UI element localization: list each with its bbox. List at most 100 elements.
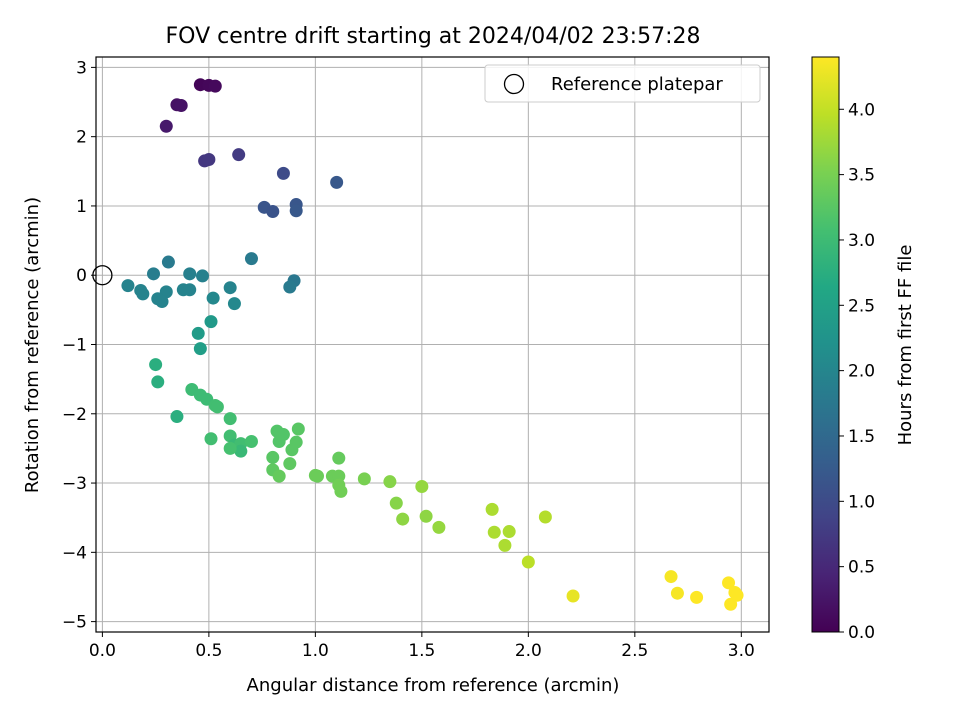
data-point: [232, 148, 246, 162]
points: [121, 78, 744, 611]
data-point: [121, 279, 135, 293]
data-point: [289, 204, 303, 218]
y-tick-label: −4: [62, 543, 87, 563]
legend: Reference platepar: [484, 64, 761, 103]
grid: [96, 57, 769, 632]
colorbar: 0.0 0.5 1.0 1.5 2.0 2.5 3.0 3.5 4.0 Hours from f…: [811, 56, 916, 643]
data-point: [383, 475, 397, 489]
y-tick-label: −5: [62, 613, 87, 633]
colorbar-gradient: [811, 56, 840, 633]
colorbar-tick-label: 3.5: [848, 166, 875, 186]
data-point: [521, 555, 535, 569]
data-point: [690, 590, 704, 604]
data-point: [396, 512, 410, 526]
data-point: [161, 255, 175, 269]
data-point: [332, 469, 346, 483]
y-axis-label: Rotation from reference (arcmin): [22, 197, 43, 493]
data-point: [722, 576, 736, 590]
x-axis: 0.0 0.5 1.0 1.5 2.0 2.5 3.0: [89, 632, 755, 661]
data-point: [155, 295, 169, 309]
data-point: [223, 441, 237, 455]
data-point: [208, 79, 222, 93]
data-point: [276, 166, 290, 180]
data-point: [419, 509, 433, 523]
x-tick-label: 0.5: [195, 641, 222, 661]
data-point: [272, 469, 286, 483]
colorbar-tick-label: 2.0: [848, 362, 875, 382]
data-point: [244, 434, 258, 448]
x-tick-label: 3.0: [728, 641, 755, 661]
data-point: [159, 119, 173, 133]
data-point: [285, 443, 299, 457]
data-point: [502, 525, 516, 539]
data-point: [283, 280, 297, 294]
colorbar-tick-label: 4.0: [848, 100, 875, 120]
x-tick-label: 2.0: [515, 641, 542, 661]
data-point: [566, 589, 580, 603]
colorbar-ticks: 0.0 0.5 1.0 1.5 2.0 2.5 3.0 3.5 4.0: [839, 100, 875, 643]
data-point: [204, 315, 218, 329]
data-point: [730, 588, 744, 602]
colorbar-tick-label: 1.5: [848, 427, 875, 447]
data-point: [183, 283, 197, 297]
data-point: [151, 375, 165, 389]
y-tick-label: −2: [62, 405, 87, 425]
data-point: [147, 267, 161, 281]
data-point: [174, 98, 188, 112]
data-point: [332, 451, 346, 465]
data-point: [227, 297, 241, 311]
legend-reference-marker: [503, 73, 525, 95]
data-point: [283, 457, 297, 471]
data-point: [202, 153, 216, 167]
data-point: [266, 450, 280, 464]
x-tick-label: 0.0: [89, 641, 116, 661]
data-point: [389, 496, 403, 510]
x-axis-label: Angular distance from reference (arcmin): [247, 675, 620, 696]
y-tick-label: 3: [76, 58, 87, 78]
legend-label: Reference platepar: [551, 74, 723, 95]
chart-title: FOV centre drift starting at 2024/04/02 …: [166, 24, 701, 49]
data-point: [670, 586, 684, 600]
data-point: [538, 510, 552, 524]
data-point: [136, 287, 150, 301]
colorbar-tick-label: 0.0: [848, 623, 875, 643]
data-point: [272, 434, 286, 448]
data-point: [291, 422, 305, 436]
data-point: [149, 358, 163, 372]
data-point: [310, 469, 324, 483]
data-point: [223, 281, 237, 295]
y-axis: −5 −4 −3 −2 −1 0 1 2 3: [62, 58, 96, 633]
colorbar-tick-label: 3.0: [848, 231, 875, 251]
data-point: [191, 326, 205, 340]
x-tick-label: 1.0: [302, 641, 329, 661]
data-point: [193, 342, 207, 356]
y-tick-label: −1: [62, 336, 87, 356]
legend-box: [484, 64, 761, 103]
y-tick-label: 0: [76, 266, 87, 286]
data-point: [334, 484, 348, 498]
data-point: [244, 252, 258, 266]
data-point: [664, 570, 678, 584]
data-point: [724, 597, 738, 611]
data-point: [204, 432, 218, 446]
data-point: [266, 204, 280, 218]
y-tick-label: −3: [62, 474, 87, 494]
data-point: [485, 502, 499, 516]
data-point: [195, 269, 209, 283]
data-point: [206, 291, 220, 305]
data-point: [357, 472, 371, 486]
colorbar-tick-label: 0.5: [848, 558, 875, 578]
data-point: [210, 400, 224, 414]
x-tick-label: 2.5: [621, 641, 648, 661]
y-tick-label: 1: [76, 197, 87, 217]
data-point: [234, 444, 248, 458]
colorbar-tick-label: 1.0: [848, 492, 875, 512]
data-point: [183, 267, 197, 281]
data-point: [170, 410, 184, 424]
data-point: [498, 538, 512, 552]
data-point: [415, 480, 429, 494]
data-point: [330, 175, 344, 189]
data-point: [223, 412, 237, 426]
y-tick-label: 2: [76, 128, 87, 148]
